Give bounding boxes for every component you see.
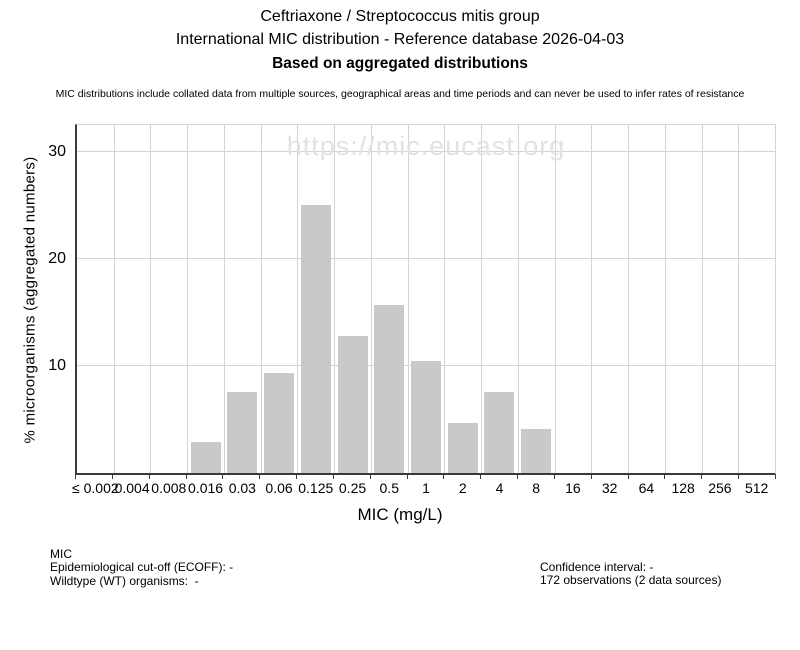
- mic-bar-0.25: [337, 336, 368, 473]
- x-tick-mark: [517, 475, 519, 479]
- footer-line: Wildtype (WT) organisms: -: [50, 573, 199, 588]
- mic-bar-0.125: [300, 205, 331, 473]
- x-tick-label: 64: [638, 480, 655, 496]
- mic-bar-0.06: [264, 373, 295, 473]
- x-tick-label: 0.125: [298, 480, 334, 496]
- mic-bar-8: [521, 429, 552, 473]
- mic-bar-0.016: [190, 441, 221, 473]
- gridline-vertical: [481, 125, 483, 473]
- x-tick-mark: [553, 475, 555, 479]
- footer-line: Epidemiological cut-off (ECOFF): -: [50, 560, 234, 575]
- gridline-vertical: [297, 125, 299, 473]
- x-tick-label: 0.06: [265, 480, 293, 496]
- x-tick-label: 16: [565, 480, 581, 496]
- y-tick-label: 10: [48, 356, 66, 374]
- plot-area: https://mic.eucast.org: [75, 124, 776, 475]
- footer-left-block: MIC Epidemiological cut-off (ECOFF): - Wil…: [50, 547, 234, 588]
- y-axis-title: % microorganisms (aggregated numbers): [21, 156, 39, 444]
- x-tick-mark: [443, 475, 445, 479]
- x-tick-label: 2: [458, 480, 467, 496]
- gridline-vertical: [113, 125, 115, 473]
- x-tick-mark: [775, 475, 776, 479]
- x-tick-label: 4: [495, 480, 504, 496]
- x-axis-title: MIC (mg/L): [357, 505, 443, 524]
- x-tick-label: 128: [671, 480, 695, 496]
- x-tick-label: 0.25: [338, 480, 367, 496]
- x-tick-label: 0.5: [379, 480, 399, 496]
- x-tick-mark: [148, 475, 150, 479]
- mic-bar-0.5: [374, 304, 405, 473]
- chart-title: Ceftriaxone / Streptococcus mitis group: [260, 8, 540, 25]
- chart-subtitle: International MIC distribution - Referen…: [175, 31, 625, 48]
- mic-bar-2: [447, 423, 478, 473]
- gridline-vertical: [370, 125, 372, 473]
- gridline-vertical: [664, 125, 666, 473]
- x-tick-label: 8: [532, 480, 541, 496]
- watermark-text: https://mic.eucast.org: [286, 131, 566, 161]
- x-tick-mark: [259, 475, 261, 479]
- gridline-vertical: [701, 125, 703, 473]
- footer-line: MIC: [50, 547, 72, 561]
- gridline-vertical: [260, 125, 262, 473]
- footer-line: Confidence interval: -: [540, 560, 654, 574]
- gridline-vertical: [334, 125, 336, 473]
- x-tick-mark: [111, 475, 113, 479]
- x-tick-mark: [664, 475, 666, 479]
- gridline-vertical: [591, 125, 593, 473]
- x-tick-mark: [185, 475, 187, 479]
- gridline-vertical: [738, 125, 740, 473]
- x-tick-mark: [222, 475, 224, 479]
- y-tick-label: 30: [48, 142, 66, 160]
- gridline-vertical: [187, 125, 189, 473]
- gridline-vertical: [223, 125, 225, 473]
- x-tick-mark: [627, 475, 629, 479]
- gridline-vertical: [407, 125, 409, 473]
- x-tick-label: 0.008: [151, 480, 187, 496]
- mic-bar-0.03: [227, 392, 258, 473]
- x-tick-mark: [296, 475, 298, 479]
- footer-right-block: Confidence interval: -172 observations (…: [540, 560, 722, 588]
- x-tick-label: 0.004: [114, 480, 150, 496]
- x-tick-label: 0.016: [188, 480, 224, 496]
- gridline-vertical: [554, 125, 556, 473]
- x-tick-mark: [369, 475, 371, 479]
- gridline-horizontal: [77, 150, 775, 152]
- mic-bar-4: [484, 392, 515, 473]
- x-tick-label: 256: [708, 480, 732, 496]
- gridline-horizontal: [77, 257, 775, 259]
- x-tick-mark: [75, 475, 76, 479]
- x-tick-mark: [590, 475, 592, 479]
- x-tick-mark: [406, 475, 408, 479]
- y-tick-label: 20: [48, 249, 66, 267]
- x-tick-label: 1: [422, 480, 430, 496]
- x-tick-mark: [480, 475, 482, 479]
- x-tick-label: 0.03: [228, 480, 256, 496]
- gridline-vertical: [628, 125, 630, 473]
- mic-bar-1: [411, 360, 441, 473]
- x-tick-label: 512: [744, 480, 769, 496]
- x-tick-mark: [332, 475, 334, 479]
- gridline-vertical: [150, 125, 152, 473]
- x-tick-mark: [738, 475, 740, 479]
- x-tick-mark: [701, 475, 703, 479]
- footer-line: 172 observations (2 data sources): [540, 573, 722, 588]
- gridline-vertical: [444, 125, 446, 473]
- chart-emphasis-note: Based on aggregated distributions: [272, 55, 528, 72]
- x-tick-label: 32: [601, 480, 618, 496]
- x-tick-label: ≤ 0.002: [72, 480, 119, 496]
- disclaimer-text: MIC distributions include collated data …: [55, 88, 745, 100]
- gridline-vertical: [517, 125, 519, 473]
